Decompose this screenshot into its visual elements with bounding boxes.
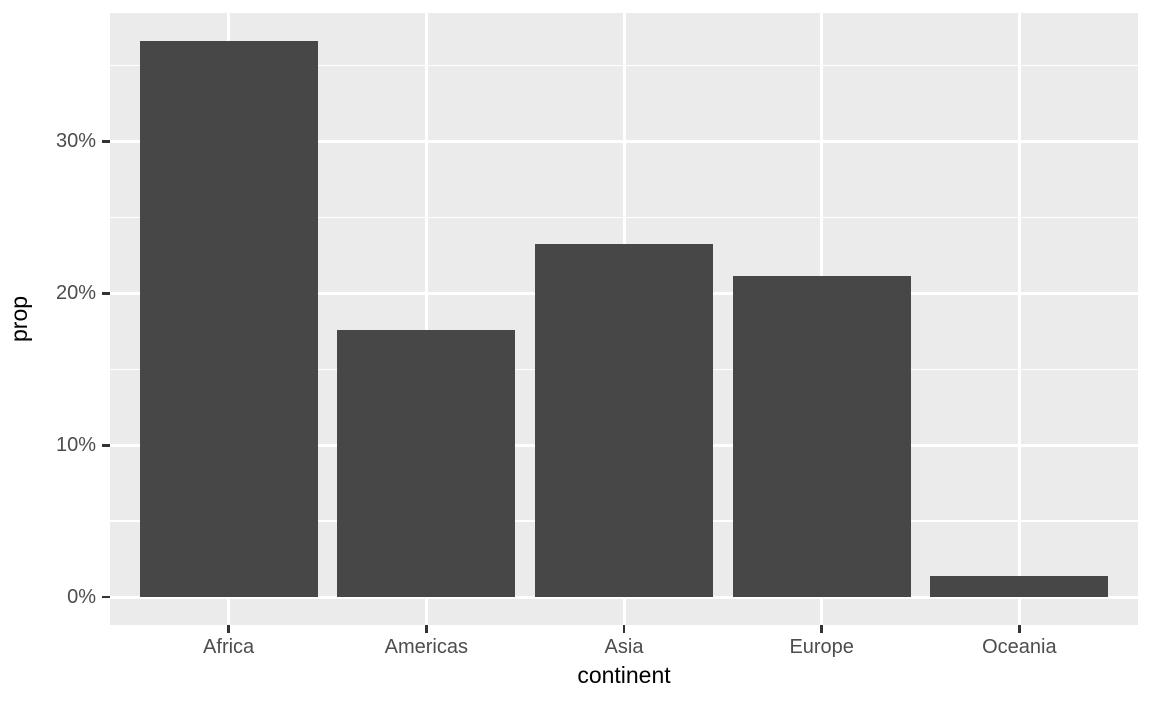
x-tick-label: Asia [604,636,644,658]
y-tick-mark [102,292,110,295]
y-tick-mark [102,595,110,599]
x-tick-mark [820,625,823,633]
bar-europe [732,276,911,598]
y-tick-label: 0% [67,586,96,609]
y-tick-label: 10% [55,434,96,457]
x-tick-label: Europe [789,636,854,658]
y-tick-mark [102,140,110,143]
y-tick-mark [102,444,110,447]
x-tick-label: Africa [203,636,255,658]
y-tick-label: 20% [55,282,96,305]
bar-africa [139,40,318,598]
x-axis-title: continent [577,662,671,688]
x-tick-mark [227,625,230,633]
bar-americas [337,329,516,598]
x-tick-label: Americas [384,636,468,658]
plot-panel [110,13,1138,625]
x-tick-mark [425,625,428,633]
x-tick-label: Oceania [982,636,1057,658]
y-tick-label: 30% [55,130,96,153]
y-axis-title: prop [6,295,32,343]
bar-asia [535,244,713,598]
x-tick-mark [1018,625,1021,633]
bar-oceania [930,575,1109,598]
vertical-gridline [1017,13,1021,625]
vertical-gridline [424,13,428,625]
x-tick-mark [622,625,626,633]
